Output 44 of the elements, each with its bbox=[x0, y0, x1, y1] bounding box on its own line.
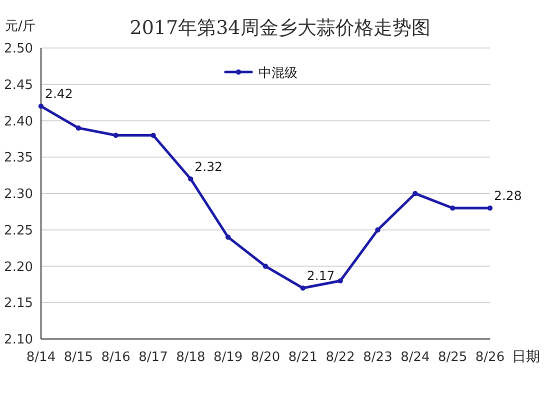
x-tick-label: 8/22 bbox=[326, 350, 355, 365]
x-tick-label: 8/25 bbox=[438, 350, 468, 365]
y-axis-title: 元/斤 bbox=[5, 19, 36, 34]
data-label: 2.28 bbox=[494, 188, 522, 204]
point bbox=[150, 132, 156, 138]
x-tick-label: 8/26 bbox=[475, 350, 505, 365]
point bbox=[300, 285, 306, 291]
y-tick-label: 2.40 bbox=[4, 114, 33, 130]
legend-label: 中混级 bbox=[258, 66, 298, 81]
data-label: 2.32 bbox=[194, 158, 223, 174]
point bbox=[412, 190, 418, 196]
y-tick-label: 2.50 bbox=[4, 42, 33, 56]
x-tick-label: 8/15 bbox=[64, 350, 94, 365]
point bbox=[338, 278, 343, 284]
x-tick-label: 8/19 bbox=[213, 350, 243, 365]
x-tick-label: 8/18 bbox=[176, 350, 206, 365]
point bbox=[188, 176, 194, 182]
x-tick-label: 8/21 bbox=[288, 350, 318, 365]
point bbox=[487, 205, 493, 211]
x-tick-label: 8/24 bbox=[400, 350, 430, 365]
x-tick-label: 8/16 bbox=[101, 350, 130, 365]
x-tick-label: 8/17 bbox=[138, 350, 168, 365]
x-axis-title: 日期 bbox=[512, 349, 540, 365]
legend: 中混级 bbox=[224, 66, 298, 81]
chart-title: 2017年第34周金乡大蒜价格走势图 bbox=[130, 17, 430, 39]
data-label: 2.42 bbox=[45, 86, 73, 102]
point bbox=[76, 125, 82, 131]
y-tick-label: 2.45 bbox=[4, 78, 33, 93]
y-tick-label: 2.20 bbox=[4, 260, 33, 275]
point bbox=[113, 132, 118, 138]
point bbox=[262, 264, 268, 269]
x-tick-label: 8/14 bbox=[26, 350, 56, 365]
y-tick-label: 2.35 bbox=[4, 150, 33, 166]
point bbox=[225, 234, 231, 240]
x-tick-label: 8/23 bbox=[363, 350, 392, 365]
y-tick-label: 2.25 bbox=[4, 223, 33, 238]
data-label: 2.17 bbox=[306, 268, 335, 284]
y-tick-label: 2.30 bbox=[4, 187, 33, 202]
x-tick-label: 8/20 bbox=[250, 350, 280, 365]
point bbox=[375, 227, 380, 232]
y-tick-label: 2.15 bbox=[4, 296, 33, 312]
point bbox=[450, 205, 456, 211]
point bbox=[38, 104, 44, 109]
y-tick-label: 2.10 bbox=[4, 332, 33, 348]
